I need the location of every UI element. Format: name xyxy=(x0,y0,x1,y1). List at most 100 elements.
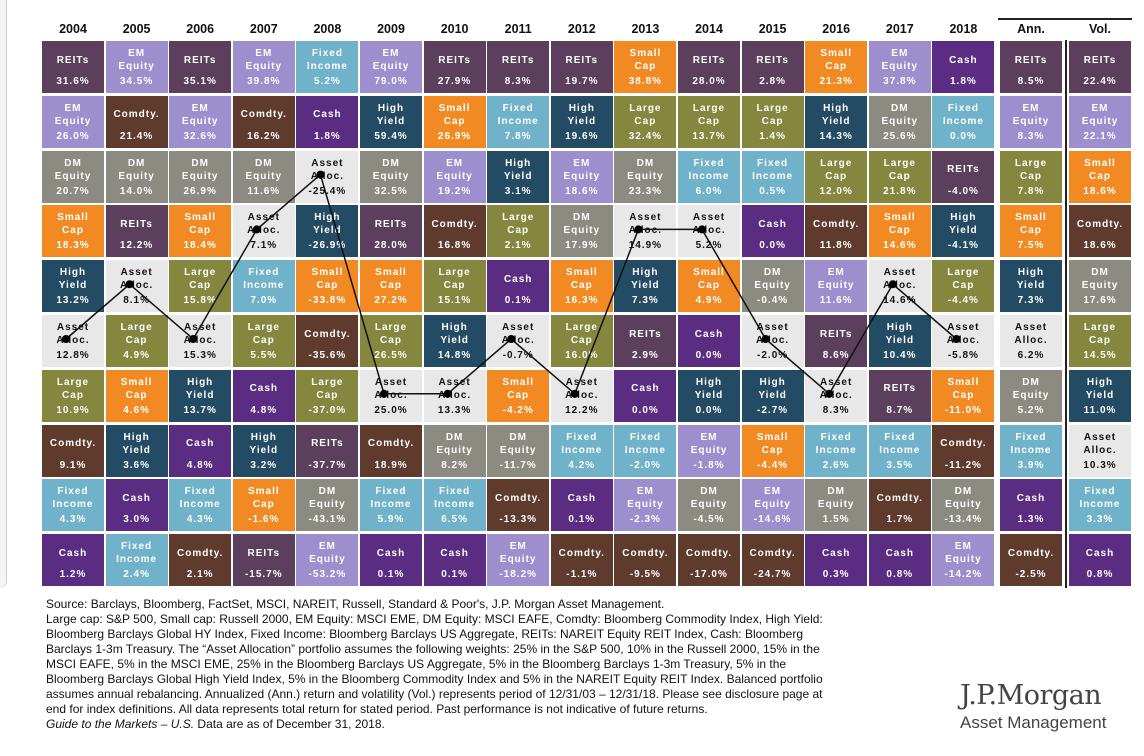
asset-class-label: Large Cap xyxy=(756,102,789,127)
asset-class-label: Fixed Income xyxy=(434,486,476,511)
quilt-cell: Large Cap 5.5% xyxy=(232,315,295,367)
quilt-cell: EM Equity 26.0% xyxy=(42,95,104,148)
asset-class-label: High Yield xyxy=(1085,376,1115,401)
asset-class-label: EM Equity xyxy=(372,48,410,72)
quilt-cell: Comdty. -35.6% xyxy=(296,315,359,367)
quilt-cell: Comdty. 18.9% xyxy=(360,424,422,477)
column-header: 2012 xyxy=(567,22,596,36)
quilt-cell: Fixed Income 5.2% xyxy=(296,41,359,93)
quilt-cell: REITs 2.9% xyxy=(614,315,677,367)
footnote-line: MSCI EAFE, 5% in the MSCI EME, 25% in th… xyxy=(46,657,787,671)
return-value: 5.5% xyxy=(250,350,278,361)
return-value: 8.3% xyxy=(822,404,850,416)
quilt-cell: REITs 12.2% xyxy=(105,205,168,258)
asset-class-label: Comdty. xyxy=(495,492,542,504)
asset-class-label: Cash xyxy=(185,438,215,450)
return-value: 31.6% xyxy=(56,76,90,87)
return-value: 26.5% xyxy=(374,350,408,361)
asset-class-label: EM Equity xyxy=(690,431,728,456)
return-value: -4.4% xyxy=(947,295,979,307)
quilt-cell: Small Cap 18.4% xyxy=(169,205,232,258)
quilt-cell: DM Equity -4.5% xyxy=(678,479,740,532)
quilt-cell: Asset Alloc. 7.1% xyxy=(232,205,295,258)
asset-class-label: REITs xyxy=(629,328,662,340)
quilt-cell: DM Equity -13.4% xyxy=(932,479,995,532)
return-value: 18.4% xyxy=(183,240,217,252)
return-value: 7.8% xyxy=(504,130,532,142)
asset-class-label: Fixed Income xyxy=(1010,431,1052,456)
return-value: 0.1% xyxy=(504,295,532,307)
quilt-cell: DM Equity 32.5% xyxy=(360,150,422,203)
return-value: 59.4% xyxy=(374,130,408,142)
return-value: 12.2% xyxy=(565,404,599,416)
return-value: -5.8% xyxy=(947,350,979,361)
quilt-cell: Large Cap 7.8% xyxy=(1000,150,1062,203)
quilt-cell: DM Equity -11.7% xyxy=(487,424,550,477)
return-value: 38.8% xyxy=(628,76,663,87)
quilt-cell: DM Equity 5.2% xyxy=(1000,369,1062,422)
asset-class-label: REITs xyxy=(947,164,980,176)
quilt-cell: Small Cap 38.8% xyxy=(614,41,677,93)
asset-class-label: High Yield xyxy=(185,376,215,401)
quilt-cell: EM Equity -1.8% xyxy=(678,424,740,477)
quilt-cell: Small Cap 27.2% xyxy=(360,260,422,313)
return-value: 4.3% xyxy=(186,514,214,526)
return-value: 4.8% xyxy=(250,404,278,416)
quilt-cell: Large Cap 26.5% xyxy=(360,315,422,367)
quilt-cell: Fixed Income 7.0% xyxy=(232,260,295,313)
column-header: 2011 xyxy=(504,22,532,36)
guide-title: Guide to the Markets – U.S. xyxy=(46,717,195,731)
asset-class-label: Small Cap xyxy=(502,376,535,401)
return-value: 8.3% xyxy=(504,76,532,87)
return-value: 7.3% xyxy=(631,295,659,307)
return-value: 7.5% xyxy=(1017,240,1045,252)
quilt-cell: Comdty. -2.5% xyxy=(1000,534,1062,587)
return-value: -1.6% xyxy=(248,514,280,526)
quilt-cell: High Yield 7.3% xyxy=(614,260,677,313)
asset-class-label: Asset Alloc. xyxy=(692,212,726,237)
return-value: 3.3% xyxy=(1086,514,1114,526)
asset-class-label: REITs xyxy=(883,383,917,395)
quilt-cell: High Yield -4.1% xyxy=(932,205,995,258)
asset-class-label: EM Equity xyxy=(309,541,346,566)
quilt-cell: REITs -15.7% xyxy=(232,534,295,587)
return-value: 28.0% xyxy=(692,76,726,87)
asset-class-label: REITs xyxy=(1083,54,1117,66)
quilt-cell: DM Equity 17.9% xyxy=(550,205,613,258)
quilt-cell: EM Equity -53.2% xyxy=(296,534,359,587)
return-value: 14.0% xyxy=(119,185,154,197)
quilt-cell: Fixed Income 3.3% xyxy=(1069,479,1131,532)
quilt-cell: Fixed Income 4.2% xyxy=(550,424,613,477)
return-value: 37.8% xyxy=(883,76,917,87)
quilt-cell: EM Equity 22.1% xyxy=(1069,95,1131,148)
return-value: 8.3% xyxy=(1017,130,1045,142)
footnote-line: Guide to the Markets – U.S. Data are as … xyxy=(46,717,926,732)
return-value: 16.0% xyxy=(565,350,599,361)
asset-class-label: Asset Alloc. xyxy=(565,376,599,401)
return-value: 11.6% xyxy=(247,185,281,197)
asset-class-label: Comdty. xyxy=(1007,547,1055,559)
return-value: -4.5% xyxy=(693,514,725,526)
summary-header-rule xyxy=(998,18,1132,20)
return-value: 32.4% xyxy=(628,130,663,142)
quilt-cell: High Yield 7.3% xyxy=(1000,260,1062,313)
quilt-cell: Fixed Income 3.5% xyxy=(868,424,931,477)
quilt-cell: High Yield 0.0% xyxy=(678,369,740,422)
asset-class-label: EM Equity xyxy=(245,48,283,72)
asset-class-label: Small Cap xyxy=(629,48,662,72)
asset-class-label: Large Cap xyxy=(1083,322,1117,346)
asset-class-label: Fixed Income xyxy=(752,157,794,182)
asset-class-label: Comdty. xyxy=(240,109,287,121)
return-value: 15.1% xyxy=(437,295,472,307)
quilt-cell: Cash 0.8% xyxy=(868,534,931,587)
return-value: -24.7% xyxy=(753,569,792,581)
return-value: 2.4% xyxy=(123,569,150,581)
return-value: 14.3% xyxy=(819,130,853,142)
asset-class-label: Cash xyxy=(821,547,851,559)
quilt-cell: High Yield 3.2% xyxy=(232,424,295,477)
quilt-cell: Fixed Income 4.3% xyxy=(42,479,104,532)
asset-class-label: High Yield xyxy=(1016,267,1046,292)
return-value: 3.9% xyxy=(1017,459,1045,471)
asset-class-label: DM Equity xyxy=(118,157,155,182)
asset-class-label: EM Equity xyxy=(181,102,219,127)
